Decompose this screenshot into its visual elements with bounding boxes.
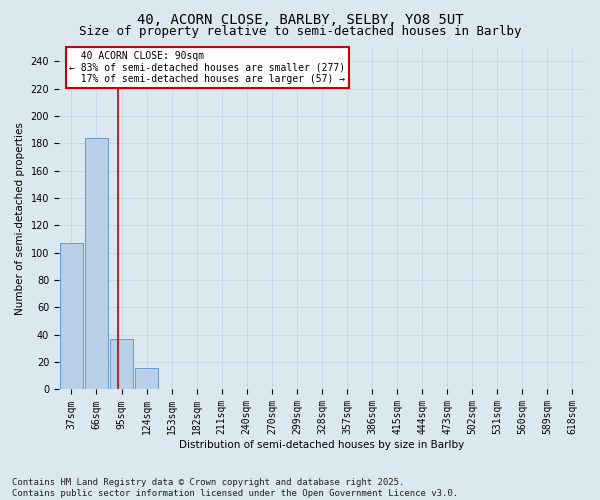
Bar xyxy=(110,339,133,390)
Bar xyxy=(136,368,158,390)
Text: Contains HM Land Registry data © Crown copyright and database right 2025.
Contai: Contains HM Land Registry data © Crown c… xyxy=(12,478,458,498)
X-axis label: Distribution of semi-detached houses by size in Barlby: Distribution of semi-detached houses by … xyxy=(179,440,464,450)
Text: 40, ACORN CLOSE, BARLBY, SELBY, YO8 5UT: 40, ACORN CLOSE, BARLBY, SELBY, YO8 5UT xyxy=(137,12,463,26)
Text: Size of property relative to semi-detached houses in Barlby: Size of property relative to semi-detach… xyxy=(79,25,521,38)
Text: 40 ACORN CLOSE: 90sqm  
← 83% of semi-detached houses are smaller (277)
  17% of: 40 ACORN CLOSE: 90sqm ← 83% of semi-deta… xyxy=(70,51,346,84)
Y-axis label: Number of semi-detached properties: Number of semi-detached properties xyxy=(15,122,25,315)
Bar xyxy=(85,138,108,390)
Bar xyxy=(60,243,83,390)
